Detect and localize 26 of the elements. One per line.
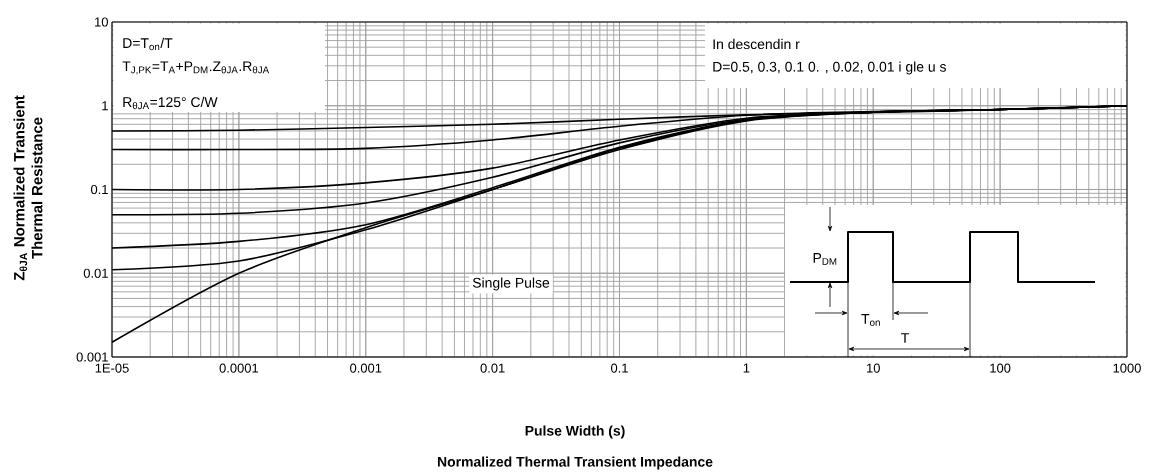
x-tick-label: 10: [867, 363, 880, 373]
y-tick-label: 0.1: [90, 184, 108, 195]
text: T$_{J,PK}$=T$_{A}$+P$_{DM}$.Z$_{θJA}$.R$_{θJA}$: [122, 61, 270, 75]
x-tick-label: 0.01: [480, 363, 505, 373]
x-tick-label: 100: [990, 363, 1011, 373]
annotation: R$_{θJA}$=125° C/W: [123, 96, 218, 110]
y-tick-label: 0.001: [76, 352, 108, 362]
annotation: T$_{on}$: [861, 314, 880, 326]
annotation: P$_{DM}$: [813, 253, 837, 265]
y-tick-label: 0.01: [83, 268, 108, 278]
y-tick-label: 10: [95, 17, 108, 27]
x-tick-label: 0.0001: [219, 363, 259, 373]
x-tick-label: 1: [743, 363, 750, 373]
x-tick-label: 0.1: [610, 363, 628, 373]
x-tick-label: 1000: [1113, 363, 1141, 373]
y-tick-label: 1: [102, 101, 108, 111]
y-axis-title: Z$_{θJA}$ Normalized Transient Thermal Resistance: [13, 95, 43, 281]
x-tick-label: 0.001: [350, 363, 382, 373]
x-tick-label: 1E-05: [95, 363, 129, 373]
annotation: Single Pulse: [472, 277, 550, 291]
annotation: D=0.5, 0.3, 0.1 0. , 0.02, 0.01 i gle u s: [713, 61, 946, 75]
annotation: In descendin r: [713, 38, 800, 50]
annotation: D=T$_{on}$/T: [123, 37, 173, 51]
x-axis-title: Pulse Width (s): [525, 425, 625, 439]
text: Normalized Thermal Transient Impedance: [437, 456, 713, 470]
annotation: T: [901, 333, 909, 343]
